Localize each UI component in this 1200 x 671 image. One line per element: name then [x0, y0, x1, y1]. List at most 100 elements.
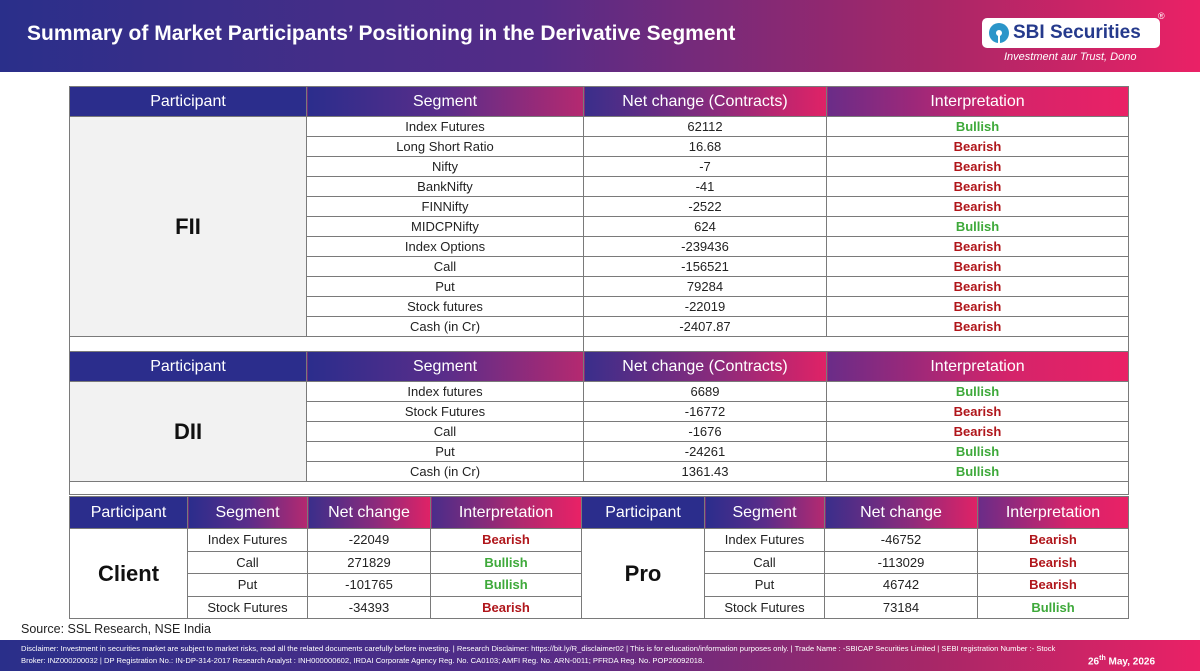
dii-header-interpretation: Interpretation — [826, 351, 1129, 382]
dii-segment-cell: Call — [306, 421, 584, 442]
dii-participant-label: DII — [69, 381, 307, 482]
fii-net-change-cell: -2522 — [583, 196, 827, 217]
fii-net-change-cell: -41 — [583, 176, 827, 197]
dii-segment-cell: Put — [306, 441, 584, 462]
fii-net-change-cell: -156521 — [583, 256, 827, 277]
fii-net-change-cell: -2407.87 — [583, 316, 827, 337]
pro-net-change-cell: -113029 — [824, 550, 978, 574]
client-segment-cell: Index Futures — [187, 528, 308, 552]
pro-interpretation-cell: Bearish — [977, 550, 1129, 574]
fii-segment-cell: Put — [306, 276, 584, 297]
pro-header-segment: Segment — [704, 496, 825, 529]
pro-header-interpretation: Interpretation — [977, 496, 1129, 529]
dii-interpretation-cell: Bearish — [826, 421, 1129, 442]
page-title: Summary of Market Participants’ Position… — [27, 22, 736, 45]
fii-spacer-row — [69, 336, 1129, 354]
client-net-change-cell: -101765 — [307, 573, 431, 597]
client-segment-cell: Call — [187, 550, 308, 574]
dii-segment-cell: Index futures — [306, 381, 584, 402]
fii-segment-cell: Index Futures — [306, 116, 584, 137]
fii-segment-cell: FINNifty — [306, 196, 584, 217]
fii-participant-label: FII — [69, 116, 307, 337]
dii-header-net-change: Net change (Contracts) — [583, 351, 827, 382]
dii-header-segment: Segment — [306, 351, 584, 382]
client-pro-row: Stock Futures -34393 Bearish Stock Futures 7… — [70, 595, 1129, 619]
dii-interpretation-cell: Bullish — [826, 461, 1129, 482]
fii-interpretation-cell: Bearish — [826, 276, 1129, 297]
fii-segment-cell: Long Short Ratio — [306, 136, 584, 157]
report-date: 26th May, 2026 — [1088, 655, 1155, 667]
dii-net-change-cell: 1361.43 — [583, 461, 827, 482]
fii-net-change-cell: -22019 — [583, 296, 827, 317]
fii-spacer-left — [69, 336, 584, 354]
dii-header-row: Participant Segment Net change (Contract… — [69, 351, 1129, 382]
dii-spacer — [69, 481, 1129, 495]
dii-row: DII Index futures 6689 Bullish — [69, 381, 1129, 482]
pro-segment-cell: Put — [704, 573, 825, 597]
fii-net-change-cell: -7 — [583, 156, 827, 177]
pro-interpretation-cell: Bearish — [977, 528, 1129, 552]
fii-interpretation-cell: Bearish — [826, 316, 1129, 337]
pro-net-change-cell: 73184 — [824, 595, 978, 619]
pro-participant-label: Pro — [581, 528, 705, 619]
pro-segment-cell: Call — [704, 550, 825, 574]
disclaimer-text: Disclaimer: Investment in securities mar… — [21, 644, 1056, 665]
fii-row: FII Index Futures 62112 Bullish — [69, 116, 1129, 337]
fii-interpretation-cell: Bearish — [826, 176, 1129, 197]
fii-net-change-cell: 16.68 — [583, 136, 827, 157]
client-header-interpretation: Interpretation — [430, 496, 582, 529]
dii-row: Call -1676 Bearish — [70, 421, 1129, 442]
date-suffix: th — [1099, 655, 1106, 662]
dii-row: Put -24261 Bullish — [70, 441, 1129, 462]
registered-mark: ® — [1158, 11, 1165, 21]
fii-header-participant: Participant — [69, 86, 307, 117]
client-net-change-cell: 271829 — [307, 550, 431, 574]
fii-interpretation-cell: Bullish — [826, 216, 1129, 237]
fii-segment-cell: Index Options — [306, 236, 584, 257]
pro-interpretation-cell: Bearish — [977, 573, 1129, 597]
client-net-change-cell: -34393 — [307, 595, 431, 619]
pro-header-net-change: Net change — [824, 496, 978, 529]
dii-header-participant: Participant — [69, 351, 307, 382]
dii-net-change-cell: 6689 — [583, 381, 827, 402]
fii-segment-cell: BankNifty — [306, 176, 584, 197]
client-participant-label: Client — [69, 528, 188, 619]
fii-row: Nifty -7 Bearish — [70, 156, 1129, 177]
fii-header-segment: Segment — [306, 86, 584, 117]
fii-table: Participant Segment Net change (Contract… — [69, 86, 1129, 354]
pro-header-participant: Participant — [581, 496, 705, 529]
fii-interpretation-cell: Bearish — [826, 256, 1129, 277]
client-pro-header-row: Participant Segment Net change Interpret… — [69, 496, 1129, 529]
client-segment-cell: Put — [187, 573, 308, 597]
client-header-segment: Segment — [187, 496, 308, 529]
date-day: 26 — [1088, 656, 1100, 668]
fii-interpretation-cell: Bullish — [826, 116, 1129, 137]
dii-net-change-cell: -24261 — [583, 441, 827, 462]
source-note: Source: SSL Research, NSE India — [21, 622, 211, 636]
fii-header-interpretation: Interpretation — [826, 86, 1129, 117]
client-interpretation-cell: Bearish — [430, 528, 582, 552]
date-month-year: May, 2026 — [1105, 656, 1156, 668]
pro-segment-cell: Index Futures — [704, 528, 825, 552]
fii-header-net-change: Net change (Contracts) — [583, 86, 827, 117]
dii-segment-cell: Stock Futures — [306, 401, 584, 422]
client-interpretation-cell: Bullish — [430, 573, 582, 597]
fii-segment-cell: Nifty — [306, 156, 584, 177]
client-pro-row: Put -101765 Bullish Put 46742 Bearish — [70, 573, 1129, 597]
pro-interpretation-cell: Bullish — [977, 595, 1129, 619]
dii-net-change-cell: -1676 — [583, 421, 827, 442]
dii-row: Cash (in Cr) 1361.43 Bullish — [70, 461, 1129, 482]
fii-header-row: Participant Segment Net change (Contract… — [69, 86, 1129, 117]
fii-segment-cell: Call — [306, 256, 584, 277]
pro-segment-cell: Stock Futures — [704, 595, 825, 619]
fii-interpretation-cell: Bearish — [826, 236, 1129, 257]
fii-net-change-cell: -239436 — [583, 236, 827, 257]
fii-segment-cell: Stock futures — [306, 296, 584, 317]
fii-row: Index Options -239436 Bearish — [70, 236, 1129, 257]
footer-banner — [0, 640, 1200, 671]
fii-interpretation-cell: Bearish — [826, 296, 1129, 317]
logo-text: SBI Securities — [1013, 22, 1141, 43]
fii-net-change-cell: 62112 — [583, 116, 827, 137]
client-interpretation-cell: Bearish — [430, 595, 582, 619]
